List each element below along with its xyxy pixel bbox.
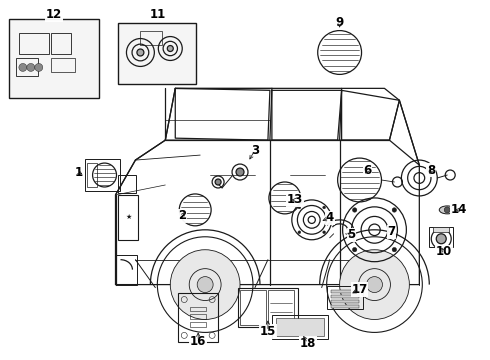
Circle shape: [167, 45, 173, 51]
Bar: [119, 23, 196, 84]
Circle shape: [444, 207, 450, 213]
Bar: [429, 227, 453, 247]
Circle shape: [298, 206, 301, 209]
Circle shape: [137, 49, 144, 56]
Bar: [119, 175, 136, 193]
Bar: [116, 255, 137, 285]
Bar: [119, 195, 138, 240]
Bar: [268, 289, 294, 325]
Bar: [190, 323, 206, 328]
Circle shape: [323, 231, 325, 234]
Bar: [276, 319, 324, 336]
Bar: [51, 58, 74, 72]
Bar: [327, 285, 363, 310]
Text: 3: 3: [251, 144, 259, 157]
Text: 14: 14: [451, 203, 467, 216]
Bar: [51, 32, 71, 54]
Text: 17: 17: [351, 283, 368, 296]
Bar: [178, 293, 218, 342]
Circle shape: [352, 247, 357, 252]
Text: 16: 16: [190, 335, 206, 348]
Circle shape: [236, 168, 244, 176]
Circle shape: [215, 179, 221, 185]
Circle shape: [27, 63, 35, 71]
Bar: [19, 32, 49, 54]
Text: 12: 12: [46, 8, 62, 21]
Bar: [240, 289, 266, 325]
Circle shape: [323, 206, 325, 209]
Text: 11: 11: [149, 8, 166, 21]
Bar: [190, 306, 206, 311]
Bar: [331, 294, 359, 298]
Text: 4: 4: [325, 211, 334, 224]
Circle shape: [367, 276, 383, 293]
Circle shape: [197, 276, 213, 293]
Ellipse shape: [439, 206, 455, 214]
Text: 13: 13: [287, 193, 303, 206]
Text: 1: 1: [74, 166, 83, 179]
Bar: [141, 31, 162, 45]
Bar: [331, 305, 359, 307]
Text: 7: 7: [388, 225, 395, 238]
Text: 6: 6: [364, 163, 371, 176]
Circle shape: [35, 63, 43, 71]
Text: 18: 18: [299, 337, 316, 350]
Bar: [238, 288, 298, 328]
Text: 9: 9: [336, 16, 344, 29]
Bar: [272, 315, 328, 339]
Bar: [85, 159, 121, 191]
Circle shape: [392, 247, 396, 252]
Bar: [331, 300, 359, 302]
Circle shape: [340, 250, 409, 319]
Bar: [87, 163, 97, 187]
Circle shape: [171, 250, 240, 319]
Circle shape: [392, 208, 396, 212]
Bar: [16, 58, 38, 76]
Text: ★: ★: [125, 214, 132, 220]
Text: 5: 5: [347, 228, 356, 241]
Circle shape: [298, 231, 301, 234]
Text: 10: 10: [436, 245, 452, 258]
Circle shape: [19, 63, 27, 71]
Bar: [9, 19, 98, 98]
Text: 15: 15: [260, 325, 276, 338]
Bar: [190, 315, 206, 319]
Circle shape: [436, 234, 446, 244]
Circle shape: [352, 208, 357, 212]
Text: 2: 2: [178, 210, 186, 222]
Bar: [331, 289, 359, 293]
Bar: [433, 227, 449, 232]
Text: 8: 8: [427, 163, 436, 176]
